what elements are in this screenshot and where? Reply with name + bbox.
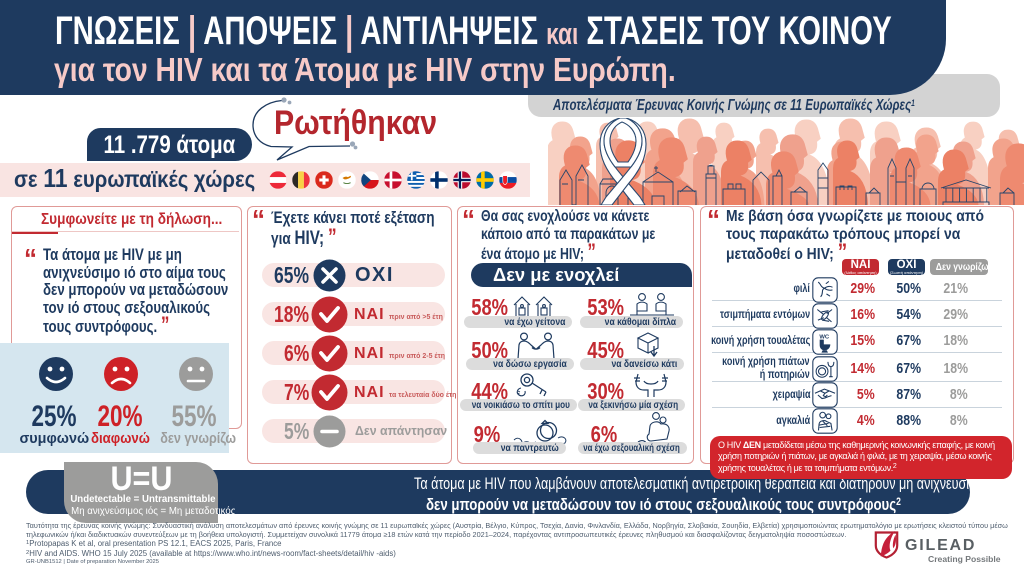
svg-text:Creating Possible: Creating Possible <box>928 554 1001 564</box>
svg-text:GILEAD: GILEAD <box>905 537 976 554</box>
svg-text:WC: WC <box>819 334 830 340</box>
